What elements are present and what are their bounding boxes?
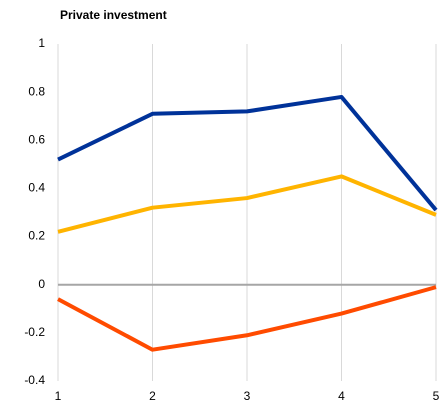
y-tick-label: -0.4 <box>24 373 45 387</box>
chart-title: Private investment <box>60 8 167 22</box>
y-tick-label: 0.6 <box>28 132 45 146</box>
y-tick-label: 0 <box>38 277 45 291</box>
y-tick-label: 1 <box>38 36 45 50</box>
y-tick-label: -0.2 <box>24 325 45 339</box>
x-tick-label: 1 <box>55 389 62 403</box>
series-line <box>57 94 438 212</box>
y-tick-label: 0.4 <box>28 181 45 195</box>
series-line <box>57 285 437 352</box>
y-tick-label: 0.2 <box>28 229 45 243</box>
y-tick-label: 0.8 <box>28 84 45 98</box>
series-line <box>57 174 437 234</box>
x-tick-label: 5 <box>433 389 440 403</box>
x-tick-label: 4 <box>338 389 345 403</box>
x-tick-label: 2 <box>149 389 156 403</box>
x-tick-label: 3 <box>244 389 251 403</box>
